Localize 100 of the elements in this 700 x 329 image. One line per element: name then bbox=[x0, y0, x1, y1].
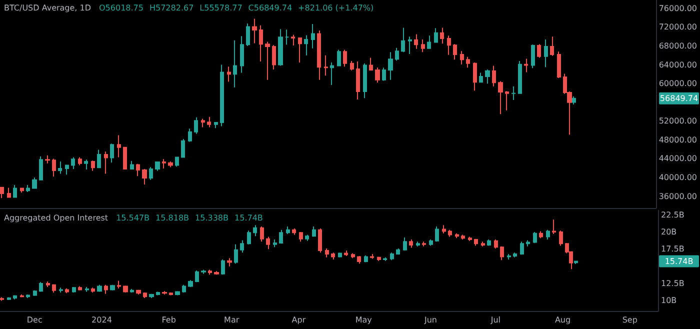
candlestick bbox=[71, 156, 75, 170]
candlestick bbox=[32, 176, 37, 190]
candlestick bbox=[33, 290, 37, 296]
candlestick bbox=[227, 66, 231, 82]
candlestick bbox=[7, 187, 11, 198]
candlestick bbox=[511, 86, 516, 101]
y-tick-label: 68000.00 bbox=[658, 42, 697, 51]
candlestick bbox=[247, 230, 251, 245]
annotation: C56849.74 bbox=[248, 4, 292, 12]
x-tick-label: Jun bbox=[423, 316, 437, 324]
candlestick bbox=[377, 256, 381, 262]
candlestick bbox=[408, 36, 412, 54]
candlestick bbox=[201, 269, 206, 274]
candlestick bbox=[448, 229, 452, 238]
y-tick-label: 60000.00 bbox=[658, 79, 697, 88]
candlestick bbox=[233, 40, 237, 88]
y-tick-label: 12.5B bbox=[661, 279, 684, 288]
x-tick-label: Dec bbox=[26, 316, 42, 324]
candlestick bbox=[78, 286, 82, 291]
candlestick bbox=[292, 228, 296, 236]
candlestick bbox=[220, 64, 224, 127]
candlestick bbox=[273, 239, 277, 248]
candlestick bbox=[356, 61, 360, 100]
candlestick bbox=[285, 29, 289, 46]
candlestick bbox=[468, 236, 472, 242]
candlestick bbox=[181, 138, 185, 158]
candlestick bbox=[526, 240, 530, 247]
candlestick bbox=[194, 116, 198, 134]
candlestick bbox=[351, 252, 355, 259]
candlestick bbox=[227, 258, 232, 267]
candlestick bbox=[487, 239, 491, 246]
candlestick bbox=[350, 60, 354, 71]
candlestick bbox=[286, 226, 290, 235]
candlestick bbox=[455, 232, 459, 239]
candlestick bbox=[117, 280, 121, 289]
text: 56849.74 bbox=[660, 94, 698, 103]
y-tick-label: 22.5B bbox=[661, 210, 684, 220]
candlestick bbox=[304, 34, 308, 56]
candlestick bbox=[531, 44, 535, 69]
x-tick-label: Mar bbox=[224, 316, 240, 324]
candlestick bbox=[117, 134, 121, 158]
candlestick bbox=[162, 290, 167, 296]
candlestick bbox=[440, 27, 444, 44]
candlestick bbox=[52, 158, 56, 178]
candlestick bbox=[330, 62, 334, 86]
candlestick bbox=[325, 248, 329, 258]
candlestick bbox=[91, 287, 95, 293]
candlestick bbox=[401, 27, 405, 53]
candlestick bbox=[396, 248, 400, 256]
candlestick bbox=[123, 146, 127, 170]
candlestick bbox=[175, 156, 179, 168]
y-tick-label: 10B bbox=[661, 296, 677, 306]
candlestick bbox=[221, 258, 225, 276]
candlestick bbox=[155, 161, 160, 172]
candlestick bbox=[188, 280, 193, 288]
candlestick bbox=[505, 90, 509, 111]
y-tick-label: 17.5B bbox=[661, 244, 684, 254]
candlestick bbox=[375, 67, 380, 84]
x-tick-label: Aug bbox=[554, 316, 571, 324]
candlestick bbox=[214, 270, 219, 276]
candlestick bbox=[169, 292, 173, 296]
candlestick bbox=[382, 67, 386, 82]
candlestick bbox=[390, 252, 394, 261]
y-tick-label: 48000.00 bbox=[658, 135, 697, 144]
candlestick bbox=[175, 290, 180, 296]
candlestick bbox=[447, 35, 451, 56]
candlestick bbox=[311, 23, 315, 49]
candlestick bbox=[78, 156, 82, 166]
candlestick bbox=[240, 36, 244, 74]
candlestick bbox=[149, 166, 153, 180]
candlestick bbox=[539, 230, 543, 239]
candlestick bbox=[84, 159, 88, 170]
candlestick bbox=[479, 72, 483, 83]
annotation: 15.818B bbox=[156, 214, 190, 222]
candlestick bbox=[500, 246, 504, 261]
candlestick bbox=[343, 49, 347, 68]
candlestick bbox=[91, 160, 95, 172]
candlestick bbox=[557, 51, 561, 78]
candlestick bbox=[58, 161, 62, 174]
candlestick bbox=[344, 250, 348, 257]
candlestick bbox=[246, 22, 250, 47]
candlestick bbox=[136, 289, 141, 296]
candlestick bbox=[474, 238, 478, 246]
candlestick bbox=[207, 116, 211, 128]
candlestick bbox=[85, 286, 89, 292]
candlestick bbox=[544, 38, 548, 68]
candlestick bbox=[305, 234, 309, 242]
candlestick bbox=[260, 226, 264, 242]
candlestick bbox=[234, 244, 238, 264]
x-tick-label: Apr bbox=[292, 316, 306, 324]
x-tick-label: Feb bbox=[162, 316, 176, 324]
candlestick bbox=[97, 149, 101, 169]
candlestick bbox=[370, 253, 374, 260]
candlestick bbox=[39, 156, 43, 180]
candlestick bbox=[20, 294, 24, 298]
candlestick bbox=[201, 118, 205, 128]
candlestick bbox=[279, 229, 283, 244]
candlestick bbox=[0, 296, 4, 302]
candlestick bbox=[524, 58, 528, 73]
x-tick-label: May bbox=[355, 316, 372, 324]
